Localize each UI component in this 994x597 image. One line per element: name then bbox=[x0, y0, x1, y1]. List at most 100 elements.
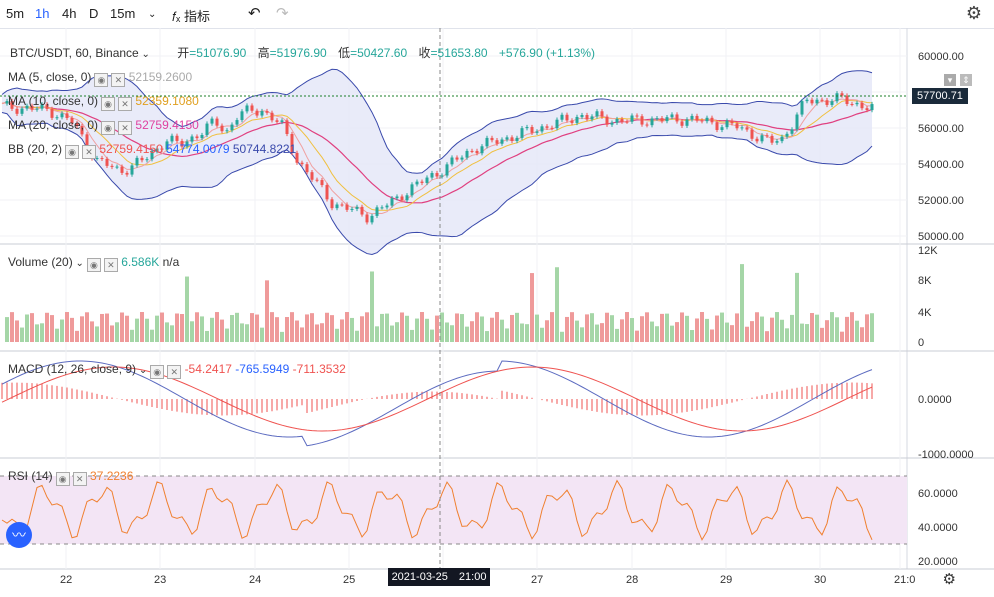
macd-legend[interactable]: MACD (12, 26, close, 9) ⌄ ◉ ✕ -54.2417 -76… bbox=[8, 362, 346, 379]
macd-chevron-down-icon[interactable]: ⌄ bbox=[136, 365, 148, 376]
eye-icon[interactable]: ◉ bbox=[101, 121, 116, 135]
volume-bar bbox=[790, 314, 794, 342]
volume-bar bbox=[470, 321, 474, 342]
interval-5m[interactable]: 5m bbox=[6, 6, 25, 21]
eye-icon[interactable]: ◉ bbox=[55, 472, 70, 486]
rsi-legend[interactable]: RSI (14) ◉ ✕ 37.2236 bbox=[8, 469, 133, 486]
crosshair-date-tag: 2021-03-25 21:00 bbox=[388, 568, 490, 586]
ma20-legend[interactable]: MA (20, close, 0) ◉ ✕ 52759.4150 bbox=[8, 118, 199, 135]
eye-icon[interactable]: ◉ bbox=[94, 73, 109, 87]
close-icon[interactable]: ✕ bbox=[72, 472, 87, 486]
candle-body bbox=[830, 101, 834, 105]
ma10-legend[interactable]: MA (10, close, 0) ◉ ✕ 52359.1080 bbox=[8, 94, 199, 111]
close-icon[interactable]: ✕ bbox=[103, 258, 118, 272]
candle-body bbox=[585, 115, 589, 120]
ma5-value: 52159.2600 bbox=[128, 70, 193, 84]
close-icon[interactable]: ✕ bbox=[82, 145, 97, 159]
candle-body bbox=[60, 113, 64, 118]
close-icon[interactable]: ✕ bbox=[118, 121, 133, 135]
candle-body bbox=[345, 204, 349, 210]
candle-body bbox=[195, 136, 199, 139]
candle-body bbox=[160, 148, 164, 150]
volume-bar bbox=[325, 312, 329, 342]
candle-body bbox=[395, 196, 399, 199]
candle-body bbox=[445, 164, 449, 176]
rsi-pane[interactable] bbox=[0, 475, 907, 545]
interval-dropdown-chevron-down-icon[interactable]: ⌄ bbox=[148, 9, 157, 20]
time-tick-label: 25 bbox=[343, 574, 355, 586]
candle-body bbox=[855, 102, 859, 105]
volume-bar bbox=[200, 316, 204, 342]
candle-body bbox=[375, 207, 379, 216]
interval-1h[interactable]: 1h bbox=[35, 6, 50, 21]
axis-labels: 60000.0058000.0056000.0054000.0052000.00… bbox=[60, 51, 974, 586]
volume-bar bbox=[360, 316, 364, 342]
symbol-title[interactable]: BTC/USDT, 60, Binance bbox=[10, 46, 139, 60]
eye-icon[interactable]: ◉ bbox=[101, 97, 116, 111]
chart-settings-gear-icon[interactable]: ⚙ bbox=[942, 571, 956, 588]
ma5-legend[interactable]: MA (5, close, 0) ◉ ✕ 52159.2600 bbox=[8, 70, 192, 87]
volume-tick-label: 8K bbox=[918, 275, 932, 287]
top-toolbar: 5m 1h 4h D 15m ⌄ 𝑓ₓ 指标 ↶ ↷ ⚙ bbox=[0, 0, 994, 29]
eye-icon[interactable]: ◉ bbox=[86, 258, 101, 272]
symbol-chevron-down-icon[interactable]: ⌄ bbox=[138, 49, 150, 60]
volume-pane[interactable] bbox=[5, 264, 874, 342]
volume-bar bbox=[840, 331, 844, 342]
candle-body bbox=[385, 205, 389, 208]
close-icon[interactable]: ✕ bbox=[167, 365, 182, 379]
settings-gear-icon[interactable]: ⚙ bbox=[965, 3, 982, 23]
bb-legend[interactable]: BB (20, 2) ◉ ✕ 52759.4150 54774.0079 50744… bbox=[8, 142, 296, 159]
candle-body bbox=[280, 120, 284, 122]
volume-bar bbox=[100, 313, 104, 342]
volume-bar bbox=[425, 318, 429, 342]
candle-body bbox=[305, 164, 309, 173]
volume-bar bbox=[655, 326, 659, 342]
interval-4h[interactable]: 4h bbox=[62, 6, 77, 21]
volume-bar bbox=[640, 316, 644, 342]
candle-body bbox=[580, 115, 584, 117]
candle-body bbox=[135, 157, 139, 166]
scale-arrows-icon[interactable]: ⇕ bbox=[960, 74, 972, 86]
volume-bar bbox=[780, 319, 784, 342]
candle-body bbox=[595, 111, 599, 117]
volume-bar bbox=[770, 317, 774, 342]
candle-body bbox=[745, 127, 749, 130]
interval-15m[interactable]: 15m bbox=[110, 6, 136, 21]
eye-icon[interactable]: ◉ bbox=[65, 145, 80, 159]
indicators-button[interactable]: 𝑓ₓ 指标 bbox=[172, 6, 210, 25]
volume-bar bbox=[105, 313, 109, 342]
candle-body bbox=[145, 159, 149, 161]
time-tick-label: 24 bbox=[249, 574, 261, 586]
volume-chevron-down-icon[interactable]: ⌄ bbox=[72, 258, 84, 269]
eye-icon[interactable]: ◉ bbox=[150, 365, 165, 379]
high-value: =51976.90 bbox=[269, 46, 327, 60]
candle-body bbox=[40, 104, 44, 109]
interval-d[interactable]: D bbox=[89, 6, 99, 21]
time-tick-label: 28 bbox=[626, 574, 638, 586]
candle-body bbox=[405, 195, 409, 201]
price-tick-label: 52000.00 bbox=[918, 195, 964, 207]
volume-bar bbox=[775, 312, 779, 342]
rsi-label: RSI (14) bbox=[8, 469, 53, 483]
volume-bar bbox=[675, 322, 679, 342]
macd-pane[interactable] bbox=[1, 360, 873, 447]
volume-bar bbox=[255, 314, 259, 342]
volume-bar bbox=[535, 314, 539, 342]
close-icon[interactable]: ✕ bbox=[118, 97, 133, 111]
chart-canvas[interactable]: 60000.0058000.0056000.0054000.0052000.00… bbox=[0, 28, 994, 597]
redo-icon[interactable]: ↷ bbox=[276, 5, 289, 22]
tradingview-logo-icon[interactable]: 〰 bbox=[6, 522, 32, 548]
candle-body bbox=[800, 101, 804, 115]
collapse-chevron-down-icon[interactable]: ▾ bbox=[944, 74, 956, 86]
candle-body bbox=[140, 157, 144, 161]
close-icon[interactable]: ✕ bbox=[111, 73, 126, 87]
price-pane[interactable] bbox=[1, 68, 874, 256]
macd-tick-label: -1000.0000 bbox=[918, 449, 974, 461]
undo-icon[interactable]: ↶ bbox=[248, 5, 261, 22]
candle-body bbox=[560, 114, 564, 120]
volume-legend[interactable]: Volume (20) ⌄ ◉ ✕ 6.586K n/a bbox=[8, 255, 179, 272]
volume-bar bbox=[345, 312, 349, 342]
candle-body bbox=[570, 120, 574, 123]
volume-bar bbox=[280, 331, 284, 342]
volume-bar bbox=[215, 312, 219, 342]
